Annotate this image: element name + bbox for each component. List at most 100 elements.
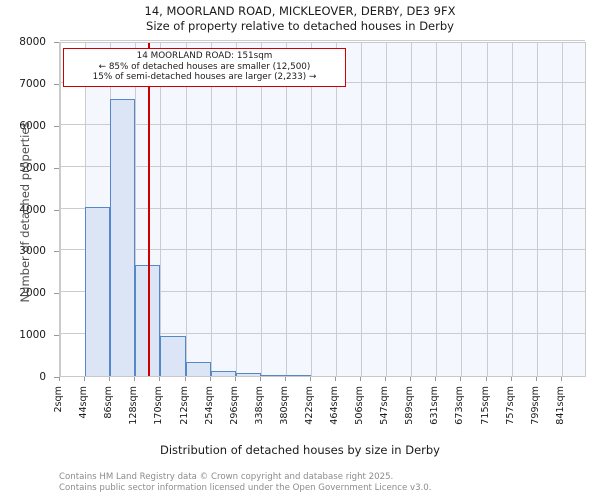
gridline-vertical	[486, 43, 488, 376]
histogram-bar	[85, 207, 111, 376]
x-axis-title: Distribution of detached houses by size …	[159, 443, 440, 457]
x-axis: 2sqm 44sqm 86sqm 128sqm 170sqm 212sqm 254sqm 29…	[0, 377, 600, 447]
y-axis-tick-mark	[54, 167, 59, 169]
x-axis-tick-mark	[310, 377, 312, 381]
x-axis-tick-mark	[259, 377, 261, 381]
gridline-vertical	[235, 43, 237, 376]
gridline-vertical	[361, 43, 363, 376]
y-axis-tick-mark	[54, 251, 59, 253]
y-axis-tick-label: 5000	[19, 161, 46, 174]
histogram-bar	[235, 373, 261, 376]
x-axis-tick-mark	[535, 377, 537, 381]
gridline-vertical	[311, 43, 313, 376]
gridline-horizontal	[60, 207, 585, 209]
gridline-vertical	[536, 43, 538, 376]
y-axis-tick-mark	[54, 83, 59, 85]
x-axis-tick-label: 799sqm	[529, 386, 541, 425]
histogram-bar	[286, 374, 312, 376]
y-axis-tick-mark	[54, 335, 59, 337]
gridline-vertical	[210, 43, 212, 376]
x-axis-tick-mark	[560, 377, 562, 381]
histogram-bar	[260, 374, 287, 376]
gridline-vertical	[561, 43, 563, 376]
y-axis-tick-mark	[54, 209, 59, 211]
gridline-horizontal	[60, 249, 585, 251]
gridline-vertical	[436, 43, 438, 376]
y-axis-tick-label: 8000	[19, 36, 46, 48]
histogram-bar	[185, 362, 211, 376]
x-axis-tick-label: 673sqm	[454, 386, 466, 425]
histogram-bar	[210, 370, 236, 376]
y-axis-tick-label: 2000	[19, 287, 46, 300]
x-axis-tick-label: 841sqm	[554, 386, 566, 425]
histogram-bar	[160, 336, 186, 376]
histogram-bar	[110, 98, 136, 376]
x-axis-tick-label: 631sqm	[429, 386, 441, 425]
footer-line-1: Contains HM Land Registry data © Crown c…	[59, 472, 394, 482]
x-axis-tick-label: 44sqm	[78, 386, 90, 419]
x-axis-tick-mark	[485, 377, 487, 381]
chart-title-line-1: 14, MOORLAND ROAD, MICKLEOVER, DERBY, DE…	[144, 4, 456, 18]
footer-line-2: Contains public sector information licen…	[59, 482, 432, 493]
x-axis-tick-label: 547sqm	[379, 386, 390, 425]
gridline-vertical	[411, 43, 413, 376]
x-axis-tick-label: 212sqm	[178, 386, 190, 425]
gridline-horizontal	[60, 123, 585, 125]
x-axis-tick-mark	[59, 377, 60, 381]
gridline-horizontal	[60, 40, 585, 41]
gridline-vertical	[511, 43, 513, 376]
y-axis-tick-label: 0	[39, 371, 46, 383]
gridline-horizontal	[60, 291, 585, 293]
y-axis-tick-mark	[54, 42, 59, 43]
gridline-vertical	[386, 43, 387, 376]
x-axis-tick-label: 128sqm	[128, 386, 140, 425]
callout-line-2: ← 85% of detached houses are smaller (12…	[98, 61, 311, 72]
x-axis-tick-mark	[184, 377, 186, 381]
y-axis-tick-label: 1000	[19, 329, 46, 342]
x-axis-tick-mark	[209, 377, 211, 381]
x-axis-tick-label: 296sqm	[228, 386, 240, 425]
x-axis-tick-mark	[134, 377, 136, 381]
y-axis-tick-mark	[54, 125, 59, 127]
y-axis-title: Number of detached properties	[18, 121, 32, 303]
x-axis-tick-mark	[285, 377, 287, 381]
x-axis-tick-mark	[510, 377, 512, 381]
x-axis-tick-label: 2sqm	[53, 386, 64, 413]
y-axis: 0 1000 2000 3000 4000 5000 6000 7000 8000	[0, 0, 59, 500]
callout-line-3: 15% of semi-detached houses are larger (…	[92, 72, 317, 82]
x-axis-tick-label: 86sqm	[103, 386, 115, 419]
x-axis-tick-mark	[335, 377, 337, 381]
plot-area	[59, 40, 586, 377]
x-axis-tick-label: 464sqm	[329, 386, 341, 425]
property-size-marker-line	[148, 43, 151, 376]
x-axis-tick-label: 757sqm	[504, 386, 516, 425]
gridline-horizontal	[60, 333, 585, 335]
histogram-bar	[135, 265, 161, 376]
x-axis-tick-mark	[385, 377, 386, 381]
gridline-vertical	[185, 43, 187, 376]
y-axis-tick-mark	[54, 293, 59, 295]
gridline-horizontal	[60, 165, 585, 167]
x-axis-tick-mark	[460, 377, 462, 381]
x-axis-tick-mark	[109, 377, 111, 381]
gridline-vertical	[286, 43, 288, 376]
y-axis-tick-label: 6000	[19, 119, 46, 132]
x-axis-tick-mark	[435, 377, 437, 381]
x-axis-tick-label: 170sqm	[153, 386, 165, 425]
x-axis-tick-label: 254sqm	[203, 386, 215, 425]
y-axis-tick-label: 3000	[19, 245, 46, 258]
x-axis-tick-mark	[410, 377, 412, 381]
x-axis-tick-label: 422sqm	[304, 386, 316, 425]
gridline-vertical	[336, 43, 338, 376]
x-axis-tick-label: 715sqm	[479, 386, 491, 425]
y-axis-tick-label: 7000	[19, 77, 46, 90]
x-axis-tick-label: 506sqm	[354, 386, 366, 425]
x-axis-tick-mark	[360, 377, 362, 381]
x-axis-tick-label: 338sqm	[253, 386, 265, 425]
y-axis-tick-mark	[54, 377, 59, 378]
y-axis-tick-label: 4000	[19, 203, 46, 216]
gridline-vertical	[135, 43, 137, 376]
gridline-vertical	[60, 43, 61, 376]
x-axis-tick-label: 380sqm	[279, 386, 291, 425]
